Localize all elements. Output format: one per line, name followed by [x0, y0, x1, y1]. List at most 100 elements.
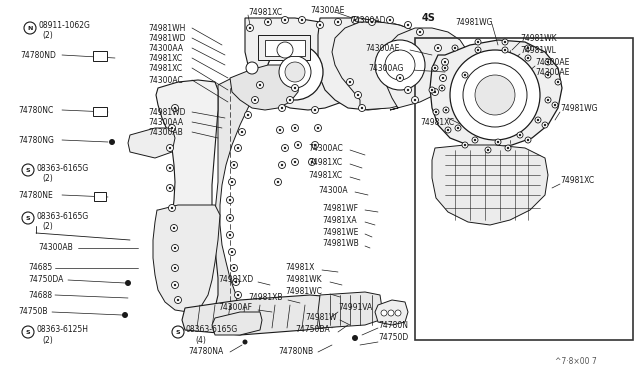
Circle shape: [441, 87, 443, 89]
Text: 74981XA: 74981XA: [322, 215, 356, 224]
Circle shape: [287, 96, 294, 103]
Circle shape: [450, 50, 540, 140]
Circle shape: [281, 164, 283, 166]
Text: 08363-6165G: 08363-6165G: [186, 326, 238, 334]
Circle shape: [228, 248, 236, 256]
Circle shape: [527, 47, 529, 49]
Text: 74300A: 74300A: [318, 186, 348, 195]
Circle shape: [474, 139, 476, 141]
Circle shape: [404, 87, 412, 93]
Circle shape: [264, 19, 271, 26]
Circle shape: [234, 144, 241, 151]
Circle shape: [535, 117, 541, 123]
Text: 74300AE: 74300AE: [310, 6, 344, 15]
Polygon shape: [332, 22, 445, 110]
Polygon shape: [153, 205, 220, 312]
Circle shape: [22, 164, 34, 176]
Text: (2): (2): [42, 173, 52, 183]
Circle shape: [174, 267, 176, 269]
Text: 74981WK: 74981WK: [285, 276, 322, 285]
Circle shape: [171, 127, 173, 129]
Text: 74981XC: 74981XC: [420, 118, 454, 126]
Polygon shape: [432, 145, 548, 225]
Circle shape: [371, 21, 373, 23]
Circle shape: [231, 251, 233, 253]
Polygon shape: [382, 28, 470, 110]
Circle shape: [507, 147, 509, 149]
Circle shape: [445, 127, 451, 133]
Text: S: S: [176, 330, 180, 334]
Circle shape: [527, 57, 529, 59]
Circle shape: [308, 158, 316, 166]
Text: S: S: [26, 167, 30, 173]
Circle shape: [525, 45, 531, 51]
Text: 74300AD: 74300AD: [350, 16, 385, 25]
Circle shape: [351, 16, 358, 23]
Text: 74780N: 74780N: [378, 321, 408, 330]
Text: 74981WF: 74981WF: [322, 203, 358, 212]
Circle shape: [294, 127, 296, 129]
Circle shape: [504, 49, 506, 51]
Text: 74300AG: 74300AG: [368, 64, 403, 73]
Text: (2): (2): [42, 221, 52, 231]
Circle shape: [346, 78, 353, 86]
Circle shape: [174, 247, 176, 249]
Circle shape: [298, 16, 305, 23]
Text: 08363-6165G: 08363-6165G: [36, 212, 88, 221]
Circle shape: [375, 40, 425, 90]
Circle shape: [314, 125, 321, 131]
Circle shape: [166, 185, 173, 192]
Circle shape: [317, 127, 319, 129]
Text: 74300AE: 74300AE: [535, 58, 570, 67]
Circle shape: [525, 55, 531, 61]
Circle shape: [404, 22, 412, 29]
Text: 74981WL: 74981WL: [520, 45, 556, 55]
Circle shape: [545, 72, 551, 78]
Circle shape: [314, 144, 316, 146]
Circle shape: [289, 99, 291, 101]
Text: 74780NC: 74780NC: [18, 106, 53, 115]
Circle shape: [22, 326, 34, 338]
Text: 08911-1062G: 08911-1062G: [38, 20, 90, 29]
Text: (2): (2): [42, 31, 52, 39]
Text: 74780NE: 74780NE: [18, 190, 52, 199]
Circle shape: [352, 335, 358, 341]
Circle shape: [477, 49, 479, 51]
Text: (4): (4): [195, 336, 206, 344]
Text: 74981XC: 74981XC: [148, 54, 182, 62]
Circle shape: [227, 215, 234, 221]
Circle shape: [357, 94, 359, 96]
Circle shape: [228, 179, 236, 186]
Text: 74981W: 74981W: [305, 314, 337, 323]
Circle shape: [485, 147, 491, 153]
Circle shape: [232, 279, 239, 285]
Circle shape: [419, 31, 421, 33]
Text: 08363-6165G: 08363-6165G: [36, 164, 88, 173]
Text: 74780NA: 74780NA: [188, 347, 223, 356]
Circle shape: [173, 227, 175, 229]
Circle shape: [297, 144, 299, 146]
Circle shape: [239, 128, 246, 135]
Circle shape: [464, 144, 466, 146]
Circle shape: [172, 326, 184, 338]
Polygon shape: [212, 312, 262, 335]
Text: 74300AF: 74300AF: [218, 304, 252, 312]
Text: S: S: [26, 330, 30, 334]
Circle shape: [447, 129, 449, 131]
Circle shape: [337, 21, 339, 23]
Circle shape: [354, 19, 356, 21]
Circle shape: [455, 125, 461, 131]
Circle shape: [435, 45, 442, 51]
Circle shape: [495, 139, 501, 145]
Circle shape: [395, 310, 401, 316]
Circle shape: [172, 105, 179, 112]
Circle shape: [171, 207, 173, 209]
Circle shape: [122, 312, 128, 318]
Circle shape: [505, 145, 511, 151]
Circle shape: [445, 109, 447, 111]
Circle shape: [311, 161, 313, 163]
Text: 74750BA: 74750BA: [295, 326, 330, 334]
Circle shape: [547, 61, 549, 63]
Circle shape: [442, 65, 448, 71]
Circle shape: [472, 137, 478, 143]
